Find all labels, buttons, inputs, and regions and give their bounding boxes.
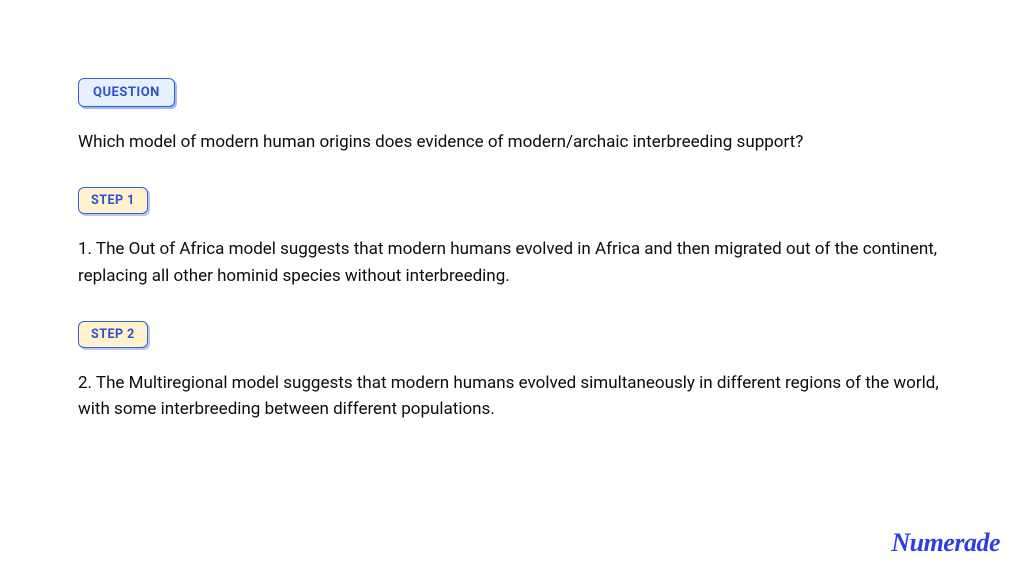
step-text: 1. The Out of Africa model suggests that… — [78, 236, 946, 289]
step-badge: STEP 2 — [78, 321, 148, 348]
step-block: STEP 1 1. The Out of Africa model sugges… — [78, 187, 946, 289]
page-content: QUESTION Which model of modern human ori… — [0, 0, 1024, 423]
brand-logo: Numerade — [891, 528, 1000, 558]
step-text: 2. The Multiregional model suggests that… — [78, 370, 946, 423]
step-block: STEP 2 2. The Multiregional model sugges… — [78, 321, 946, 423]
question-badge: QUESTION — [78, 78, 175, 107]
question-text: Which model of modern human origins does… — [78, 129, 946, 155]
question-block: QUESTION Which model of modern human ori… — [78, 78, 946, 155]
step-badge: STEP 1 — [78, 187, 148, 214]
